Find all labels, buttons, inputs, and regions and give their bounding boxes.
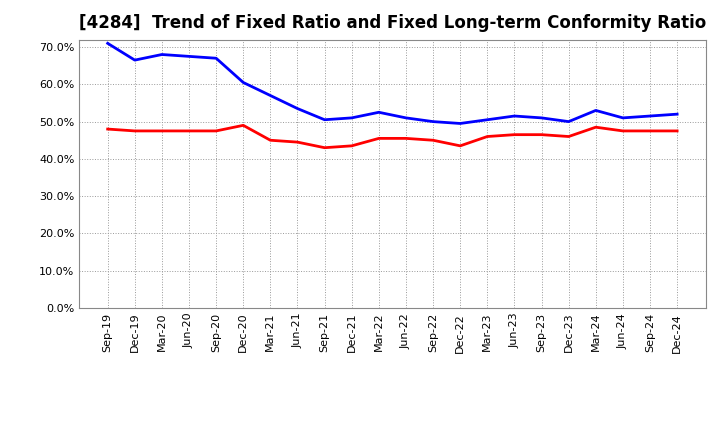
Line: Fixed Ratio: Fixed Ratio [108, 43, 677, 124]
Fixed Long-term Conformity Ratio [483, 134, 492, 139]
Title: [4284]  Trend of Fixed Ratio and Fixed Long-term Conformity Ratio: [4284] Trend of Fixed Ratio and Fixed Lo… [78, 15, 706, 33]
Fixed Long-term Conformity Ratio [591, 125, 600, 130]
Fixed Ratio [320, 117, 329, 122]
Fixed Ratio [646, 114, 654, 119]
Fixed Long-term Conformity Ratio [130, 128, 139, 134]
Fixed Long-term Conformity Ratio [212, 128, 220, 134]
Fixed Ratio [158, 52, 166, 57]
Fixed Long-term Conformity Ratio [266, 138, 275, 143]
Fixed Long-term Conformity Ratio [185, 128, 194, 134]
Fixed Ratio [456, 121, 464, 126]
Fixed Ratio [239, 80, 248, 85]
Fixed Long-term Conformity Ratio [239, 123, 248, 128]
Fixed Long-term Conformity Ratio [510, 132, 518, 137]
Fixed Long-term Conformity Ratio [402, 136, 410, 141]
Fixed Long-term Conformity Ratio [104, 126, 112, 132]
Fixed Long-term Conformity Ratio [618, 128, 627, 134]
Fixed Long-term Conformity Ratio [646, 128, 654, 134]
Fixed Long-term Conformity Ratio [564, 134, 573, 139]
Fixed Ratio [591, 108, 600, 113]
Fixed Ratio [293, 106, 302, 111]
Fixed Ratio [564, 119, 573, 124]
Fixed Long-term Conformity Ratio [293, 139, 302, 145]
Fixed Long-term Conformity Ratio [320, 145, 329, 150]
Fixed Ratio [483, 117, 492, 122]
Fixed Long-term Conformity Ratio [158, 128, 166, 134]
Fixed Long-term Conformity Ratio [374, 136, 383, 141]
Fixed Ratio [348, 115, 356, 121]
Fixed Ratio [402, 115, 410, 121]
Fixed Ratio [374, 110, 383, 115]
Fixed Ratio [618, 115, 627, 121]
Fixed Ratio [672, 111, 681, 117]
Fixed Ratio [212, 55, 220, 61]
Fixed Ratio [510, 114, 518, 119]
Fixed Ratio [537, 115, 546, 121]
Fixed Long-term Conformity Ratio [348, 143, 356, 148]
Fixed Ratio [104, 40, 112, 46]
Fixed Ratio [428, 119, 437, 124]
Fixed Ratio [130, 58, 139, 63]
Fixed Long-term Conformity Ratio [428, 138, 437, 143]
Line: Fixed Long-term Conformity Ratio: Fixed Long-term Conformity Ratio [108, 125, 677, 148]
Fixed Ratio [266, 93, 275, 98]
Fixed Ratio [185, 54, 194, 59]
Fixed Long-term Conformity Ratio [672, 128, 681, 134]
Fixed Long-term Conformity Ratio [456, 143, 464, 148]
Fixed Long-term Conformity Ratio [537, 132, 546, 137]
